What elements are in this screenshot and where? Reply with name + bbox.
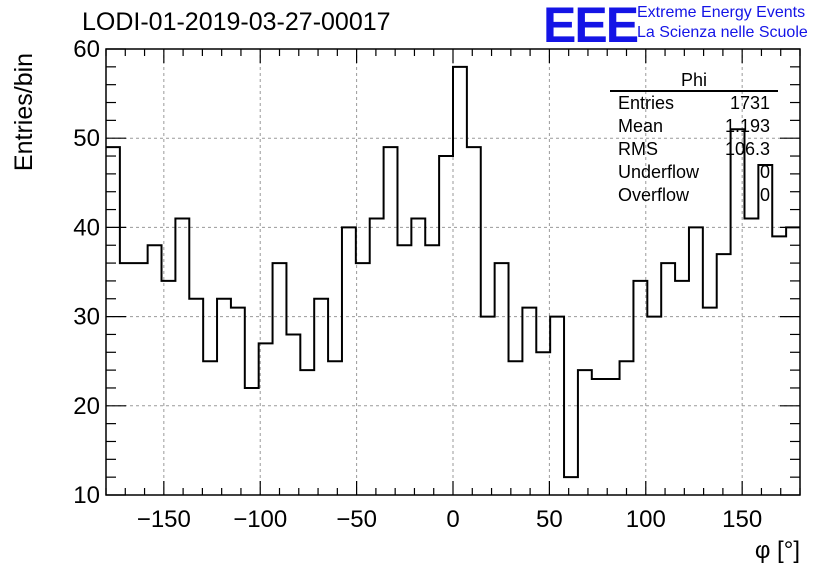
x-tick-label: 0 (446, 506, 459, 533)
histogram-bin (786, 227, 800, 495)
logo-tagline-1: Extreme Energy Events (637, 4, 806, 21)
y-tick-label: 30 (73, 304, 100, 331)
histogram-bin (453, 67, 467, 495)
histogram-bin (550, 317, 564, 495)
stats-row-rms: RMS 106.3 (610, 138, 778, 161)
stats-row-overflow: Overflow 0 (610, 184, 778, 207)
histogram-bin (439, 156, 453, 495)
histogram-bin (481, 317, 495, 495)
histogram-bin (675, 281, 689, 495)
x-tick-label: −150 (137, 506, 191, 533)
histogram-bin (384, 147, 398, 495)
x-tick-label: −100 (233, 506, 287, 533)
histogram-bin (397, 245, 411, 495)
histogram-bin (300, 370, 314, 495)
x-tick-label: 50 (536, 506, 563, 533)
histogram-bin (120, 263, 134, 495)
histogram-bin (592, 379, 606, 495)
histogram-series (106, 65, 800, 495)
stats-value: 0 (759, 185, 770, 205)
histogram-bin (758, 165, 772, 495)
histogram-bin (148, 245, 162, 495)
histogram-bin (314, 299, 328, 495)
histogram-bin (689, 227, 703, 495)
histogram-bin (647, 317, 661, 495)
histogram-bin (217, 299, 231, 495)
histogram-bin (286, 334, 300, 495)
histogram-bin (495, 263, 509, 495)
stats-value: 1.193 (724, 116, 770, 136)
histogram-bin (106, 147, 120, 495)
eee-logo: EEE (543, 0, 639, 53)
y-axis-ticks (106, 48, 800, 496)
stats-key: Underflow (618, 162, 700, 182)
histogram-bin (620, 361, 634, 495)
stats-key: Overflow (618, 185, 690, 205)
histogram-bin (203, 361, 217, 495)
x-axis-ticks (105, 49, 801, 495)
stats-value: 0 (759, 162, 770, 182)
histogram-bin (175, 218, 189, 495)
histogram-bin (370, 218, 384, 495)
stats-box: Phi Entries 1731 Mean 1.193 RMS 106.3 Un… (610, 70, 778, 207)
histogram-bin (162, 281, 176, 495)
x-axis-tick-labels: −150 −100 −50 0 50 100 150 (137, 506, 762, 533)
histogram-bin (578, 370, 592, 495)
histogram-bin (425, 245, 439, 495)
histogram-bin (245, 388, 259, 495)
x-tick-label: 100 (626, 506, 666, 533)
stats-row-underflow: Underflow 0 (610, 161, 778, 184)
histogram-bin (564, 477, 578, 495)
histogram-bin (606, 379, 620, 495)
x-tick-label: −50 (336, 506, 377, 533)
logo-tagline-2: La Scienza nelle Scuole (637, 24, 808, 41)
histogram-bin (259, 343, 273, 495)
histogram-bin (661, 263, 675, 495)
stats-key: RMS (618, 139, 658, 159)
histogram-bin (522, 308, 536, 495)
stats-key: Mean (618, 116, 664, 136)
y-axis-tick-labels: 10 20 30 40 50 60 (73, 36, 100, 509)
histogram-bin (467, 147, 481, 495)
stats-row-mean: Mean 1.193 (610, 115, 778, 138)
histogram-bin (772, 236, 786, 495)
histogram-bin (633, 281, 647, 495)
histogram-line (106, 65, 800, 479)
histogram-bin (411, 218, 425, 495)
y-tick-label: 40 (73, 214, 100, 241)
histogram-bin (231, 308, 245, 495)
stats-row-entries: Entries 1731 (610, 92, 778, 115)
histogram-bin (509, 361, 523, 495)
histogram-bin (703, 308, 717, 495)
stats-value: 1731 (729, 93, 770, 113)
histogram-bin (342, 227, 356, 495)
histogram-bin (717, 254, 731, 495)
stats-value: 106.3 (724, 139, 770, 159)
stats-title: Phi (610, 70, 778, 92)
y-tick-label: 60 (73, 36, 100, 63)
stats-key: Entries (618, 93, 675, 113)
chart-title: LODI-01-2019-03-27-00017 (82, 8, 391, 36)
y-tick-label: 10 (73, 482, 100, 509)
y-axis-label: Entries/bin (10, 53, 38, 171)
x-tick-label: 150 (722, 506, 762, 533)
histogram-bin (744, 218, 758, 495)
histogram-bin (273, 263, 287, 495)
y-tick-label: 20 (73, 393, 100, 420)
y-tick-label: 50 (73, 125, 100, 152)
histogram-bin (189, 299, 203, 495)
histogram-bin (356, 263, 370, 495)
histogram-bin (328, 361, 342, 495)
x-axis-label: φ [°] (755, 537, 800, 564)
histogram-bin (134, 263, 148, 495)
histogram-bin (536, 352, 550, 495)
